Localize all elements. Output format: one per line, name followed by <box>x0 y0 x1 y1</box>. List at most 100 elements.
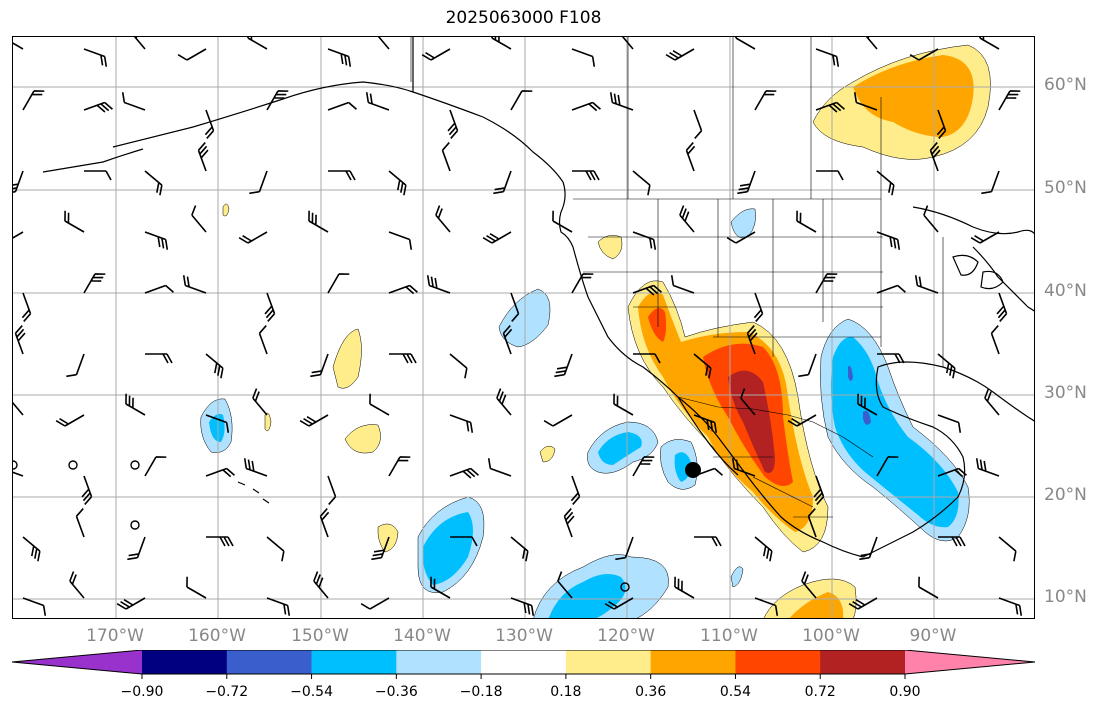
coastline-alaska <box>42 37 564 183</box>
wind-barb <box>816 170 844 181</box>
wind-barb <box>13 458 24 477</box>
contour-positive-2 <box>853 55 974 137</box>
wind-barb <box>615 536 634 561</box>
wind-barb <box>264 292 276 322</box>
wind-barb <box>679 205 695 233</box>
wind-barb <box>754 536 773 562</box>
wind-barb <box>694 536 722 547</box>
wind-barb <box>206 536 234 547</box>
wind-barb <box>571 101 601 112</box>
wind-barb <box>328 170 356 181</box>
wind-barb <box>125 393 146 416</box>
wind-barb <box>435 205 451 233</box>
wind-barb <box>441 142 451 172</box>
wind-barb <box>798 353 817 378</box>
wind-barb <box>84 170 112 181</box>
wind-barb <box>914 275 939 294</box>
colorbar-segment <box>565 650 652 674</box>
wind-barb <box>308 210 329 233</box>
wind-barb <box>313 571 329 599</box>
contour-negative-2 <box>830 336 959 528</box>
wind-barb <box>876 231 901 250</box>
wind-barb <box>144 170 163 196</box>
colorbar <box>11 650 1036 679</box>
wind-barb <box>938 536 966 547</box>
wind-barb <box>936 109 947 139</box>
wind-barb <box>570 475 581 505</box>
wind-barb <box>979 37 1000 50</box>
colorbar-segment <box>820 650 906 674</box>
wind-barb <box>252 388 268 416</box>
colorbar-segment <box>481 650 567 674</box>
lat-label: 20°N <box>1044 485 1087 505</box>
colorbar-tick-label: −0.90 <box>120 684 164 700</box>
lon-label: 110°W <box>700 626 758 646</box>
wind-barb <box>572 170 600 181</box>
wind-barb <box>998 536 1017 562</box>
wind-barb <box>121 92 146 111</box>
wind-barb <box>787 414 817 427</box>
wind-barb <box>83 48 108 67</box>
wind-barb <box>496 388 512 416</box>
wind-barb <box>862 37 878 50</box>
wind-barb <box>510 597 535 616</box>
great-lakes <box>952 254 1004 290</box>
colorbar-tick-label: 0.54 <box>719 684 752 700</box>
colorbar-segment <box>142 650 228 674</box>
wind-barb <box>388 284 418 295</box>
wind-barb <box>554 353 573 378</box>
wind-barb <box>807 508 817 538</box>
wind-barb <box>670 275 695 294</box>
wind-barb <box>249 170 268 195</box>
wind-barb <box>813 475 825 505</box>
wind-barb <box>130 37 146 50</box>
colorbar-tick-label: 0.90 <box>889 684 921 700</box>
colorbar-extend-low <box>12 650 142 674</box>
wind-barb <box>685 142 696 172</box>
wind-barb <box>552 210 573 233</box>
wind-barb <box>144 231 169 250</box>
colorbar-segment <box>396 650 482 674</box>
wind-barb <box>815 101 845 113</box>
wind-barb <box>144 456 167 477</box>
contour-negative-2 <box>598 432 642 465</box>
border-us-mexico <box>677 396 874 458</box>
colorbar-segment <box>650 650 736 674</box>
colorbar-extend-high <box>905 650 1035 674</box>
wind-barb <box>510 292 520 322</box>
wind-barb <box>374 37 390 50</box>
wind-barb <box>177 48 207 61</box>
wind-barb <box>796 210 817 233</box>
wind-barb <box>371 536 390 561</box>
wind-barb <box>447 109 459 139</box>
wind-barb <box>491 37 512 50</box>
contour-positive-1 <box>222 203 230 217</box>
colorbar-tick-label: 0.18 <box>550 684 582 700</box>
wind-barb <box>450 536 478 547</box>
wind-barb <box>737 170 756 195</box>
wind-barb <box>449 467 479 479</box>
wind-barb <box>876 170 895 196</box>
contour-negative-3 <box>848 365 853 381</box>
wind-barb <box>632 456 655 477</box>
wind-barb <box>421 48 451 61</box>
wind-barb <box>482 231 512 244</box>
wind-barb <box>674 576 695 599</box>
lon-label: 150°W <box>291 626 349 646</box>
wind-barb <box>618 37 634 50</box>
lat-label: 30°N <box>1044 383 1087 403</box>
contour-positive-1 <box>344 424 381 454</box>
wind-barb <box>258 325 268 355</box>
wind-barb <box>243 458 268 477</box>
contour-positive-1 <box>539 445 556 463</box>
wind-barb <box>746 325 758 355</box>
coastline-bc <box>558 181 574 248</box>
map-panel <box>12 36 1035 619</box>
wind-barb <box>693 109 703 139</box>
wind-barb <box>740 388 756 416</box>
wind-barb <box>13 231 24 244</box>
wind-barb <box>327 273 350 294</box>
wind-barb <box>83 273 106 294</box>
colorbar-segment <box>311 650 397 674</box>
coastline-baja <box>677 396 739 476</box>
